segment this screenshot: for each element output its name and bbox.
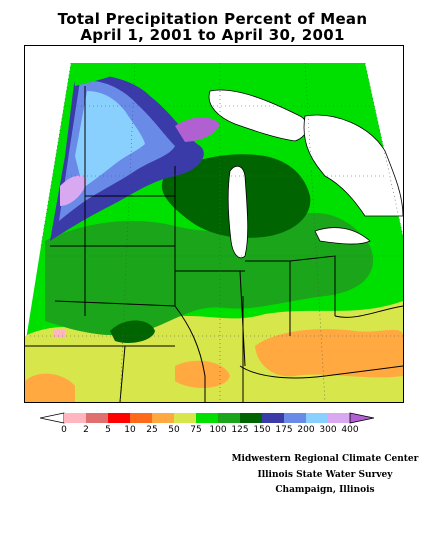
region-75-100-south [25, 301, 403, 402]
region-2-5-spot [53, 329, 65, 338]
graticule [30, 62, 403, 402]
map-title: Total Precipitation Percent of Mean [57, 10, 368, 28]
legend-tick-label: 25 [146, 425, 158, 435]
credit-survey: Illinois State Water Survey [257, 470, 393, 480]
state-boundaries [25, 86, 403, 402]
region-50-75-southeast [255, 329, 403, 378]
region-400-plus [175, 117, 220, 142]
legend-swatch-4 [130, 413, 152, 423]
legend-tick-label: 150 [253, 425, 271, 435]
region-125-150-west [110, 320, 155, 343]
legend-swatch-13 [328, 413, 350, 423]
legend-tick-label: 175 [275, 425, 293, 435]
legend-swatch-9 [240, 413, 262, 423]
region-100-northwest [71, 63, 125, 86]
region-50-75-southwest [25, 373, 75, 402]
lake-superior [208, 89, 308, 142]
legend-swatch-3 [108, 413, 130, 423]
lake-michigan [227, 165, 249, 259]
legend-swatch-1 [64, 413, 86, 423]
legend-tick-label: 75 [190, 425, 202, 435]
legend-tick-label: 300 [319, 425, 337, 435]
legend-swatch-10 [262, 413, 284, 423]
map-canvas [25, 46, 403, 402]
lake-erie [314, 227, 371, 245]
color-legend-bar [40, 412, 375, 424]
legend-swatch-12 [306, 413, 328, 423]
legend-swatch-2 [86, 413, 108, 423]
credit-location: Champaign, Illinois [275, 485, 375, 495]
legend-swatch-8 [218, 413, 240, 423]
legend-swatch-5 [152, 413, 174, 423]
legend-swatch-14 [349, 412, 375, 424]
precipitation-map [24, 45, 404, 403]
region-50-75-south-central [175, 360, 230, 388]
legend-tick-label: 0 [61, 425, 67, 435]
legend-swatch-6 [174, 413, 196, 423]
legend-tick-label: 2 [83, 425, 89, 435]
credit-center: Midwestern Regional Climate Center [231, 454, 419, 464]
legend-tick-label: 400 [341, 425, 359, 435]
legend-swatch-11 [284, 413, 306, 423]
map-date-range: April 1, 2001 to April 30, 2001 [80, 26, 345, 44]
legend-swatch-7 [196, 413, 218, 423]
legend-swatch-0 [40, 412, 65, 424]
legend-tick-label: 50 [168, 425, 180, 435]
region-lavender-west [60, 175, 87, 206]
region-300-400-band [75, 91, 145, 188]
legend-tick-label: 100 [209, 425, 227, 435]
legend-tick-label: 200 [297, 425, 315, 435]
legend-tick-label: 5 [105, 425, 111, 435]
legend-tick-label: 125 [231, 425, 249, 435]
legend-tick-label: 10 [124, 425, 136, 435]
